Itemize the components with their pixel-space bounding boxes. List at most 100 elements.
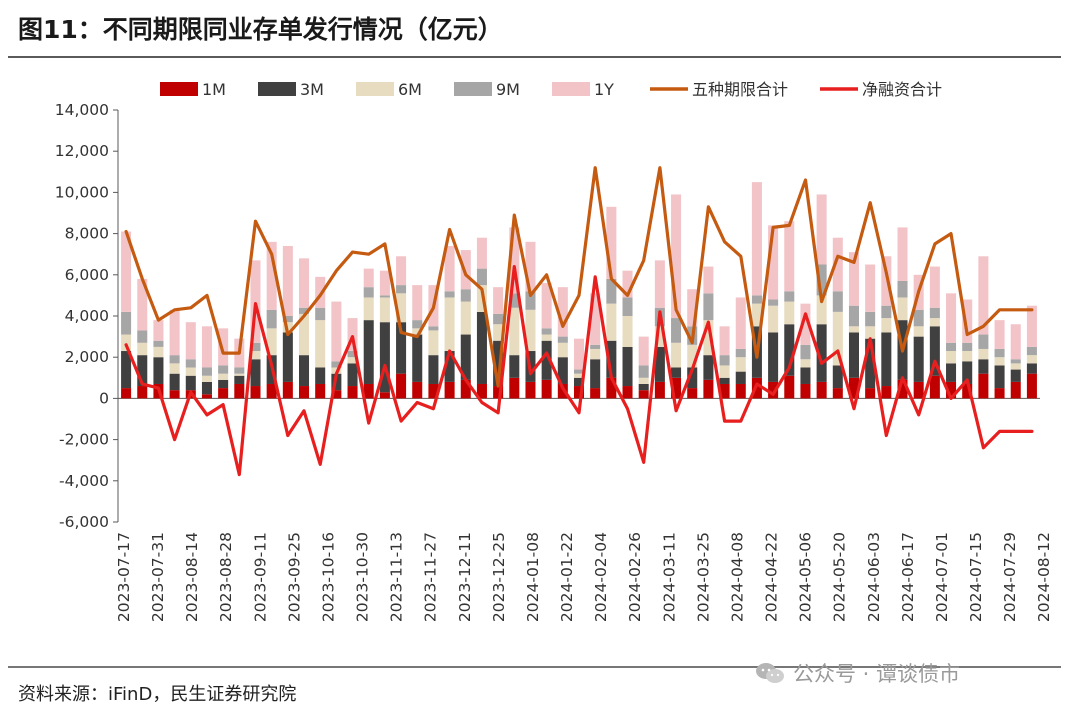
y-tick-label: 10,000	[55, 183, 109, 201]
legend-item-m9: 9M	[454, 80, 520, 99]
x-tick-label: 2023-11-13	[388, 532, 406, 622]
bar-m6	[412, 328, 423, 335]
x-tick-label: 2023-08-14	[183, 532, 201, 622]
bar-m1	[687, 388, 698, 399]
bar-m9	[929, 307, 940, 319]
bar-m1	[412, 381, 423, 399]
bar-m9	[606, 278, 617, 304]
legend-item-net: 净融资合计	[820, 80, 942, 99]
bar-m9	[768, 299, 779, 306]
bar-m6	[735, 357, 746, 372]
bar-y1	[687, 289, 698, 327]
x-tick-label: 2024-04-22	[763, 532, 781, 622]
bar-m1	[282, 381, 293, 399]
bar-m6	[929, 318, 940, 327]
bar-m3	[299, 355, 310, 387]
y-axis: -6,000 -4,000 -2,000 0 2,000 4,000 6,000 8,000 1…	[55, 101, 119, 531]
bar-m1	[331, 390, 342, 399]
bar-y1	[201, 326, 212, 368]
bar-m9	[347, 351, 358, 358]
bar-m3	[412, 334, 423, 382]
bar-m6	[768, 305, 779, 333]
bar-m3	[444, 351, 455, 382]
bar-m9	[703, 293, 714, 321]
bar-m9	[153, 340, 164, 347]
bar-m9	[622, 297, 633, 316]
x-tick-label: 2023-11-27	[422, 532, 440, 622]
bar-m9	[671, 318, 682, 343]
bar-y1	[671, 194, 682, 319]
bar-m1	[1026, 373, 1037, 399]
x-tick-label: 2024-07-29	[1001, 532, 1019, 622]
bar-m6	[622, 316, 633, 347]
bar-m1	[509, 377, 520, 399]
x-tick-label: 2024-01-08	[524, 532, 542, 622]
bar-m1	[978, 373, 989, 399]
bar-y1	[703, 266, 714, 294]
bar-y1	[185, 322, 196, 360]
footer-divider	[8, 666, 1061, 668]
bar-m1	[557, 383, 568, 399]
legend-swatch-m6	[356, 82, 394, 96]
bar-m9	[137, 330, 148, 343]
bar-y1	[218, 328, 229, 366]
bar-m9	[751, 295, 762, 304]
x-tick-label: 2023-10-30	[354, 532, 372, 622]
bar-m9	[185, 359, 196, 368]
bar-m6	[299, 313, 310, 356]
bar-m6	[946, 351, 957, 364]
bar-m1	[784, 375, 795, 399]
bar-m1	[768, 381, 779, 399]
bar-m1	[315, 383, 326, 399]
legend-item-y1: 1Y	[552, 80, 614, 99]
bar-m3	[865, 338, 876, 389]
x-tick-label: 2024-01-22	[558, 532, 576, 622]
bar-m9	[800, 344, 811, 360]
source-note: 资料来源：iFinD，民生证券研究院	[18, 684, 297, 705]
bar-y1	[622, 270, 633, 298]
x-tick-label: 2024-08-12	[1035, 532, 1053, 622]
bar-y1	[816, 194, 827, 265]
bar-y1	[606, 206, 617, 279]
bar-y1	[476, 237, 487, 269]
bar-m6	[169, 363, 180, 374]
bar-m9	[266, 309, 277, 329]
bar-m1	[266, 383, 277, 399]
bar-m3	[687, 367, 698, 389]
bar-m6	[994, 357, 1005, 366]
legend-swatch-m9	[454, 82, 492, 96]
bar-m9	[363, 287, 374, 298]
bar-m3	[913, 336, 924, 382]
bar-m1	[703, 379, 714, 399]
bar-m1	[719, 383, 730, 399]
bar-m6	[832, 311, 843, 366]
bar-m3	[671, 367, 682, 378]
bar-y1	[1026, 305, 1037, 347]
legend-item-m6: 6M	[356, 80, 422, 99]
bar-m3	[315, 367, 326, 384]
title-divider	[8, 56, 1061, 58]
x-tick-label: 2024-03-25	[694, 532, 712, 622]
bar-m1	[201, 394, 212, 399]
y-tick-label: 12,000	[55, 142, 109, 160]
bar-y1	[929, 266, 940, 308]
bar-m9	[234, 367, 245, 374]
bar-m6	[234, 373, 245, 376]
bar-y1	[153, 320, 164, 341]
bar-m9	[897, 280, 908, 298]
bar-y1	[946, 293, 957, 343]
y-tick-label: 0	[99, 389, 109, 407]
bar-y1	[266, 241, 277, 310]
bar-y1	[751, 182, 762, 296]
x-tick-label: 2023-09-11	[251, 532, 269, 622]
bar-m3	[816, 324, 827, 382]
bar-m3	[848, 332, 859, 378]
bar-m6	[509, 307, 520, 356]
bar-m9	[525, 291, 536, 310]
bar-m6	[363, 297, 374, 321]
bar-m9	[299, 307, 310, 314]
bar-m6	[185, 367, 196, 376]
x-tick-label: 2024-07-01	[933, 532, 951, 622]
bar-m1	[735, 383, 746, 399]
bar-y1	[735, 297, 746, 349]
